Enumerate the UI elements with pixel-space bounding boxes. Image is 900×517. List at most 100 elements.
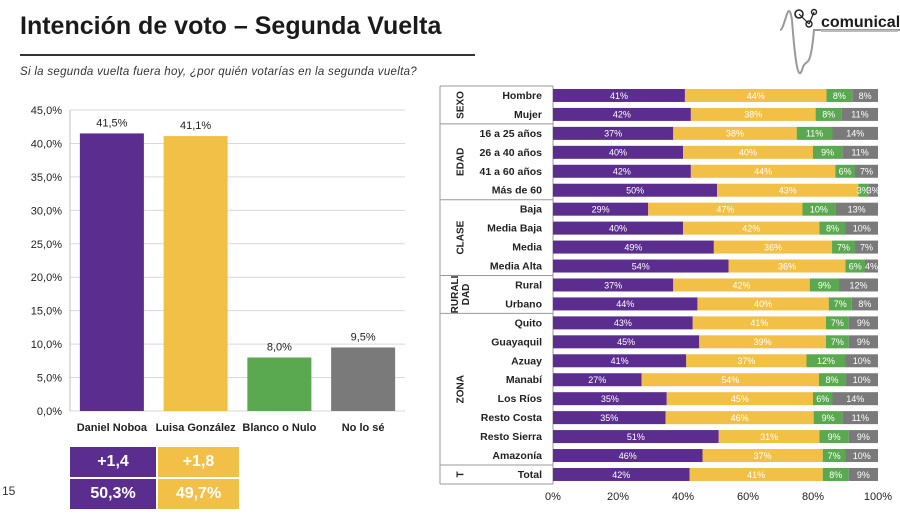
segment-value-label: 38%	[726, 129, 744, 139]
stacked-bar-segment	[553, 373, 642, 387]
stacked-bar-segment	[806, 354, 846, 368]
bar-value-label: 41,5%	[96, 117, 127, 129]
row-label: Azuay	[511, 355, 542, 367]
segment-value-label: 14%	[846, 129, 864, 139]
segment-value-label: 40%	[739, 148, 757, 158]
segment-value-label: 40%	[609, 148, 627, 158]
stacked-bar-segment	[553, 107, 691, 121]
row-label: Los Ríos	[498, 393, 542, 405]
stacked-bar-segment	[728, 259, 846, 273]
segment-value-label: 6%	[849, 261, 862, 271]
stacked-bar-segment	[796, 126, 833, 140]
y-tick-label: 5,0%	[37, 373, 62, 385]
row-label: Resto Costa	[481, 412, 542, 424]
vote-intention-bar-chart: 0,0% 5,0% 10,0% 15,0% 20,0% 25,0% 30,0% 35,0% 40…	[31, 105, 405, 434]
segment-value-label: 37%	[604, 129, 622, 139]
logo-wave-line	[780, 10, 900, 75]
segment-value-label: 8%	[822, 110, 835, 120]
segment-stacked-bar-chart: SEXO Hombre 41% 44% 8% 8% Mujer 42% 38% 8% 11% EDAD…	[439, 85, 892, 503]
segment-value-label: 37%	[754, 451, 772, 461]
group-label: RURALIDAD	[450, 275, 472, 313]
stacked-bar-segment	[553, 467, 690, 481]
x-tick-label: 80%	[802, 491, 824, 503]
segment-value-label: 43%	[614, 318, 632, 328]
stacked-bar-segment	[648, 202, 803, 216]
stacked-bar-segment	[553, 259, 729, 273]
stacked-bar-segment	[845, 259, 865, 273]
y-tick-label: 0,0%	[37, 406, 62, 418]
segment-value-label: 54%	[632, 261, 650, 271]
segment-value-label: 8%	[833, 91, 846, 101]
stacked-bar-segment	[553, 126, 674, 140]
segment-value-label: 10%	[853, 375, 871, 385]
segment-value-label: 29%	[592, 204, 610, 214]
segment-value-label: 41%	[747, 470, 765, 480]
segment-value-label: 41%	[750, 318, 768, 328]
y-tick-label: 20,0%	[31, 272, 62, 284]
segment-value-label: 46%	[731, 413, 749, 423]
segment-value-label: 12%	[817, 356, 835, 366]
stacked-bar-segment	[845, 373, 878, 387]
stacked-bar-segment	[690, 107, 816, 121]
stacked-bar-segment	[832, 240, 856, 254]
segment-value-label: 42%	[612, 470, 630, 480]
row-label: Amazonía	[492, 450, 542, 462]
segment-value-label: 27%	[588, 375, 606, 385]
x-tick-label: 60%	[737, 491, 759, 503]
segment-value-label: 40%	[609, 223, 627, 233]
stacked-bar-segment	[848, 335, 878, 349]
stacked-bar-segment	[855, 240, 878, 254]
segment-value-label: 11%	[806, 129, 823, 139]
bar-value-label: 9,5%	[351, 331, 376, 343]
segment-value-label: 37%	[737, 356, 755, 366]
stacked-bar-segment	[553, 278, 674, 292]
segment-value-label: 39%	[754, 337, 772, 347]
bar-value-label: 8,0%	[267, 341, 292, 353]
segment-value-label: 45%	[731, 394, 749, 404]
x-tick-label: 0%	[545, 491, 561, 503]
segment-value-label: 3%	[867, 186, 880, 196]
stacked-bar-segment	[851, 297, 878, 311]
stacked-bar-segment	[686, 354, 807, 368]
stacked-bar-segment	[865, 259, 878, 273]
page-number: 15	[2, 484, 16, 498]
segment-value-label: 7%	[834, 299, 847, 309]
group-label: EDAD	[456, 148, 467, 176]
y-tick-label: 25,0%	[31, 239, 62, 251]
stacked-bar-segment	[699, 335, 826, 349]
segment-value-label: 47%	[716, 204, 734, 214]
segment-value-label: 38%	[744, 110, 762, 120]
stacked-bar-segment	[553, 164, 691, 178]
noboa-valid-vote-box: 50,3%	[70, 479, 156, 509]
segment-value-label: 10%	[810, 204, 828, 214]
segment-value-label: 8%	[829, 470, 842, 480]
bar	[247, 357, 312, 411]
segment-value-label: 42%	[732, 280, 750, 290]
segment-value-label: 7%	[831, 337, 844, 347]
segment-value-label: 31%	[760, 432, 778, 442]
y-tick-label: 35,0%	[31, 172, 62, 184]
x-tick-label: 40%	[672, 491, 694, 503]
x-category-label: Blanco o Nulo	[242, 422, 316, 434]
stacked-bar-segment	[553, 392, 667, 406]
stacked-bar-segment	[553, 183, 718, 197]
page-title: Intención de voto – Segunda Vuelta	[20, 12, 442, 40]
stacked-bar-segment	[689, 467, 823, 481]
segment-value-label: 9%	[857, 470, 870, 480]
stacked-bar-segment	[841, 107, 878, 121]
segment-value-label: 14%	[846, 394, 864, 404]
stacked-bar-segment	[553, 430, 719, 444]
row-label: Hombre	[502, 90, 542, 102]
row-label: Media	[512, 242, 542, 254]
stacked-bar-segment	[553, 240, 714, 254]
gonzalez-valid-vote-box: 49,7%	[158, 479, 239, 509]
segment-value-label: 10%	[853, 223, 871, 233]
stacked-bar-segment	[690, 164, 836, 178]
row-label: Baja	[520, 204, 542, 216]
segment-value-label: 10%	[853, 451, 871, 461]
stacked-bar-segment	[673, 278, 810, 292]
stacked-bar-segment	[813, 411, 843, 425]
y-tick-label: 30,0%	[31, 205, 62, 217]
stacked-bar-segment	[845, 449, 878, 463]
stacked-bar-segment	[826, 335, 849, 349]
